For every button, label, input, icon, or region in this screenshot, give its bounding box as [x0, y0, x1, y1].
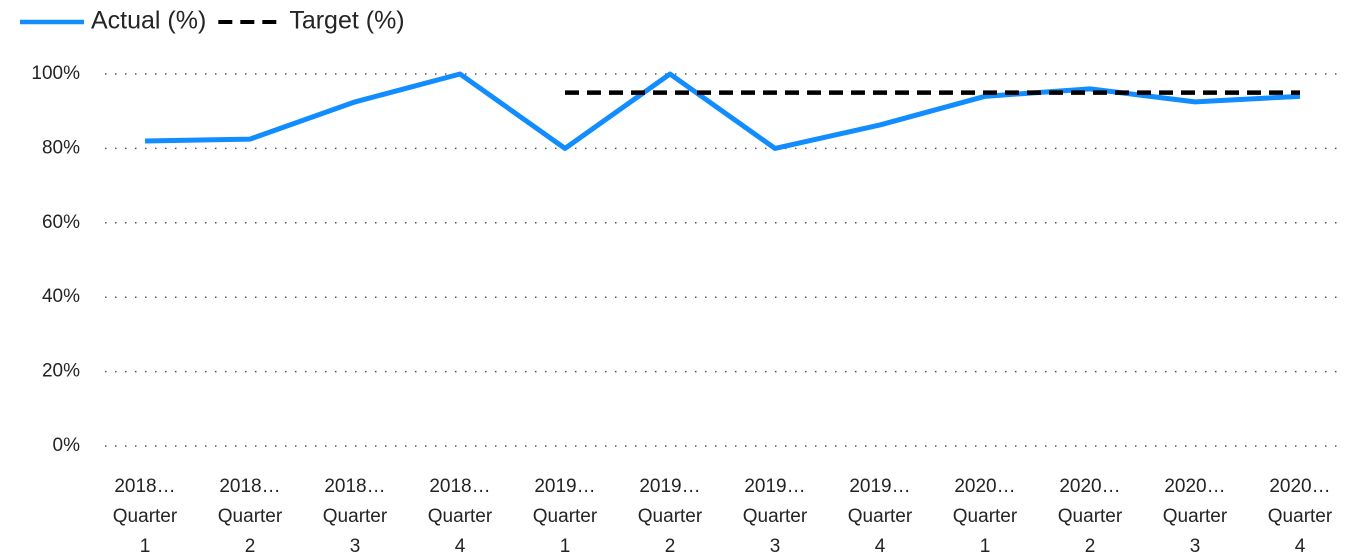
x-tick-label: 2019… Quarter 2 — [638, 476, 703, 557]
x-tick-label: 2020… Quarter 2 — [1058, 476, 1123, 557]
x-tick-label: 2020… Quarter 1 — [953, 476, 1018, 557]
x-tick-label: 2019… Quarter 3 — [743, 476, 808, 557]
x-tick-label: 2020… Quarter 3 — [1163, 476, 1228, 557]
legend-label: Target (%) — [289, 7, 404, 35]
y-tick-label: 100% — [31, 63, 80, 84]
x-tick-label: 2020… Quarter 4 — [1268, 476, 1333, 557]
y-tick-label: 40% — [42, 286, 80, 307]
y-tick-label: 20% — [42, 361, 80, 382]
x-tick-label: 2018… Quarter 2 — [218, 476, 283, 557]
x-tick-label: 2018… Quarter 3 — [323, 476, 388, 557]
series-line — [144, 71, 1301, 151]
x-tick-label: 2018… Quarter 1 — [113, 476, 178, 557]
x-tick-label: 2019… Quarter 4 — [848, 476, 913, 557]
x-tick-label: 2019… Quarter 1 — [533, 476, 598, 557]
x-tick-label: 2018… Quarter 4 — [428, 476, 493, 557]
y-tick-label: 60% — [42, 212, 80, 233]
y-tick-label: 80% — [42, 137, 80, 158]
legend-label: Actual (%) — [91, 7, 206, 35]
y-tick-label: 0% — [53, 435, 81, 456]
